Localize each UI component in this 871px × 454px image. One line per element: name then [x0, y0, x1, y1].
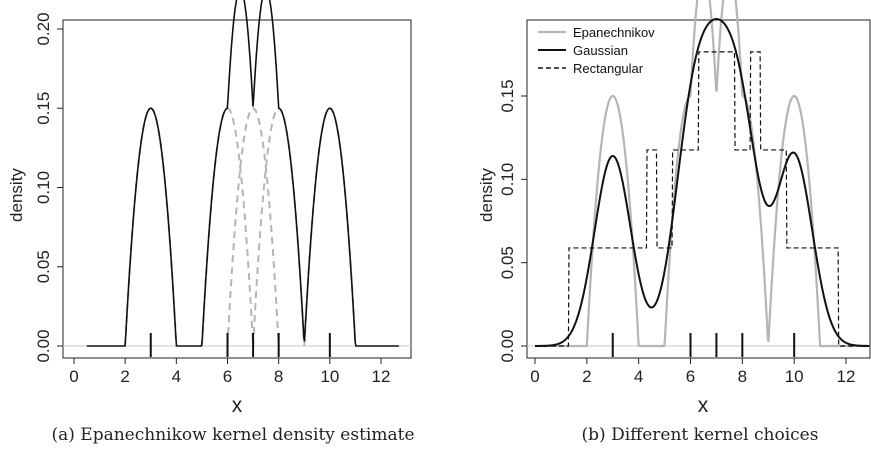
legend-label-epanechnikov: Epanechnikov: [573, 25, 655, 40]
x-tick-label: 8: [738, 367, 747, 386]
y-axis-b: 0.00 0.05 0.10 0.15: [498, 79, 527, 363]
y-tick-label: 0.10: [34, 171, 53, 204]
legend: Epanechnikov Gaussian Rectangular: [538, 25, 655, 76]
x-axis-title-b: x: [698, 394, 709, 417]
x-tick-label: 4: [634, 367, 643, 386]
x-tick-label: 4: [172, 367, 181, 386]
legend-label-gaussian: Gaussian: [573, 43, 628, 58]
y-tick-label: 0.05: [34, 250, 53, 283]
component-kernel: [226, 107, 280, 347]
x-tick-label: 12: [372, 367, 391, 386]
y-tick-label: 0.05: [498, 246, 517, 279]
y-tick-label: 0.00: [498, 329, 517, 362]
kde-gaussian: [535, 18, 870, 347]
panel-a-epanechnikov-estimate: 0 2 4 6 8 10 12 0.00 0.05 0.10 0.15 0.20 x density…: [7, 0, 415, 445]
x-tick-label: 0: [69, 367, 78, 386]
x-tick-label: 6: [686, 367, 695, 386]
x-tick-label: 10: [320, 367, 339, 386]
x-tick-label: 6: [223, 367, 232, 386]
x-tick-label: 10: [785, 367, 804, 386]
x-axis-b: 0 2 4 6 8 10 12: [530, 358, 855, 386]
x-tick-label: 0: [530, 367, 539, 386]
plot-frame-b: [526, 19, 871, 359]
y-tick-label: 0.00: [34, 329, 53, 362]
kde-rectangular: [535, 51, 870, 347]
component-kernels: [124, 107, 357, 347]
y-tick-label: 0.15: [34, 92, 53, 125]
rug-marks-a: [149, 333, 331, 357]
y-tick-label: 0.10: [498, 163, 517, 196]
x-tick-label: 2: [120, 367, 129, 386]
kde-curves: [535, 0, 870, 348]
caption-a: (a) Epanechnikow kernel density estimate: [51, 425, 414, 445]
legend-label-rectangular: Rectangular: [573, 61, 644, 76]
x-tick-label: 12: [837, 367, 856, 386]
y-axis-a: 0.00 0.05 0.10 0.15 0.20: [34, 12, 63, 363]
y-tick-label: 0.15: [498, 79, 517, 112]
x-axis-a: 0 2 4 6 8 10 12: [69, 358, 390, 386]
kde-curve: [86, 0, 399, 347]
rug-marks-b: [611, 333, 796, 357]
x-axis-title-a: x: [232, 394, 243, 417]
y-axis-title-b: density: [477, 168, 496, 222]
plot-frame-a: [62, 19, 412, 359]
y-tick-label: 0.20: [34, 12, 53, 45]
panel-b-kernel-choices: 0 2 4 6 8 10 12 0.00 0.05 0.10 0.15 Epanechnikov G…: [477, 0, 871, 445]
x-tick-label: 2: [582, 367, 591, 386]
x-tick-label: 8: [274, 367, 283, 386]
caption-b: (b) Different kernel choices: [582, 425, 819, 445]
y-axis-title-a: density: [7, 168, 26, 222]
